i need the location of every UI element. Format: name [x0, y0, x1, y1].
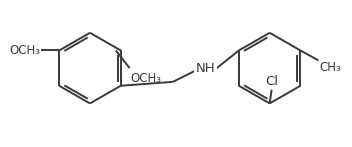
Text: NH: NH [196, 62, 215, 75]
Text: CH₃: CH₃ [319, 61, 341, 74]
Text: Cl: Cl [265, 75, 278, 88]
Text: OCH₃: OCH₃ [131, 72, 162, 85]
Text: OCH₃: OCH₃ [10, 44, 40, 57]
